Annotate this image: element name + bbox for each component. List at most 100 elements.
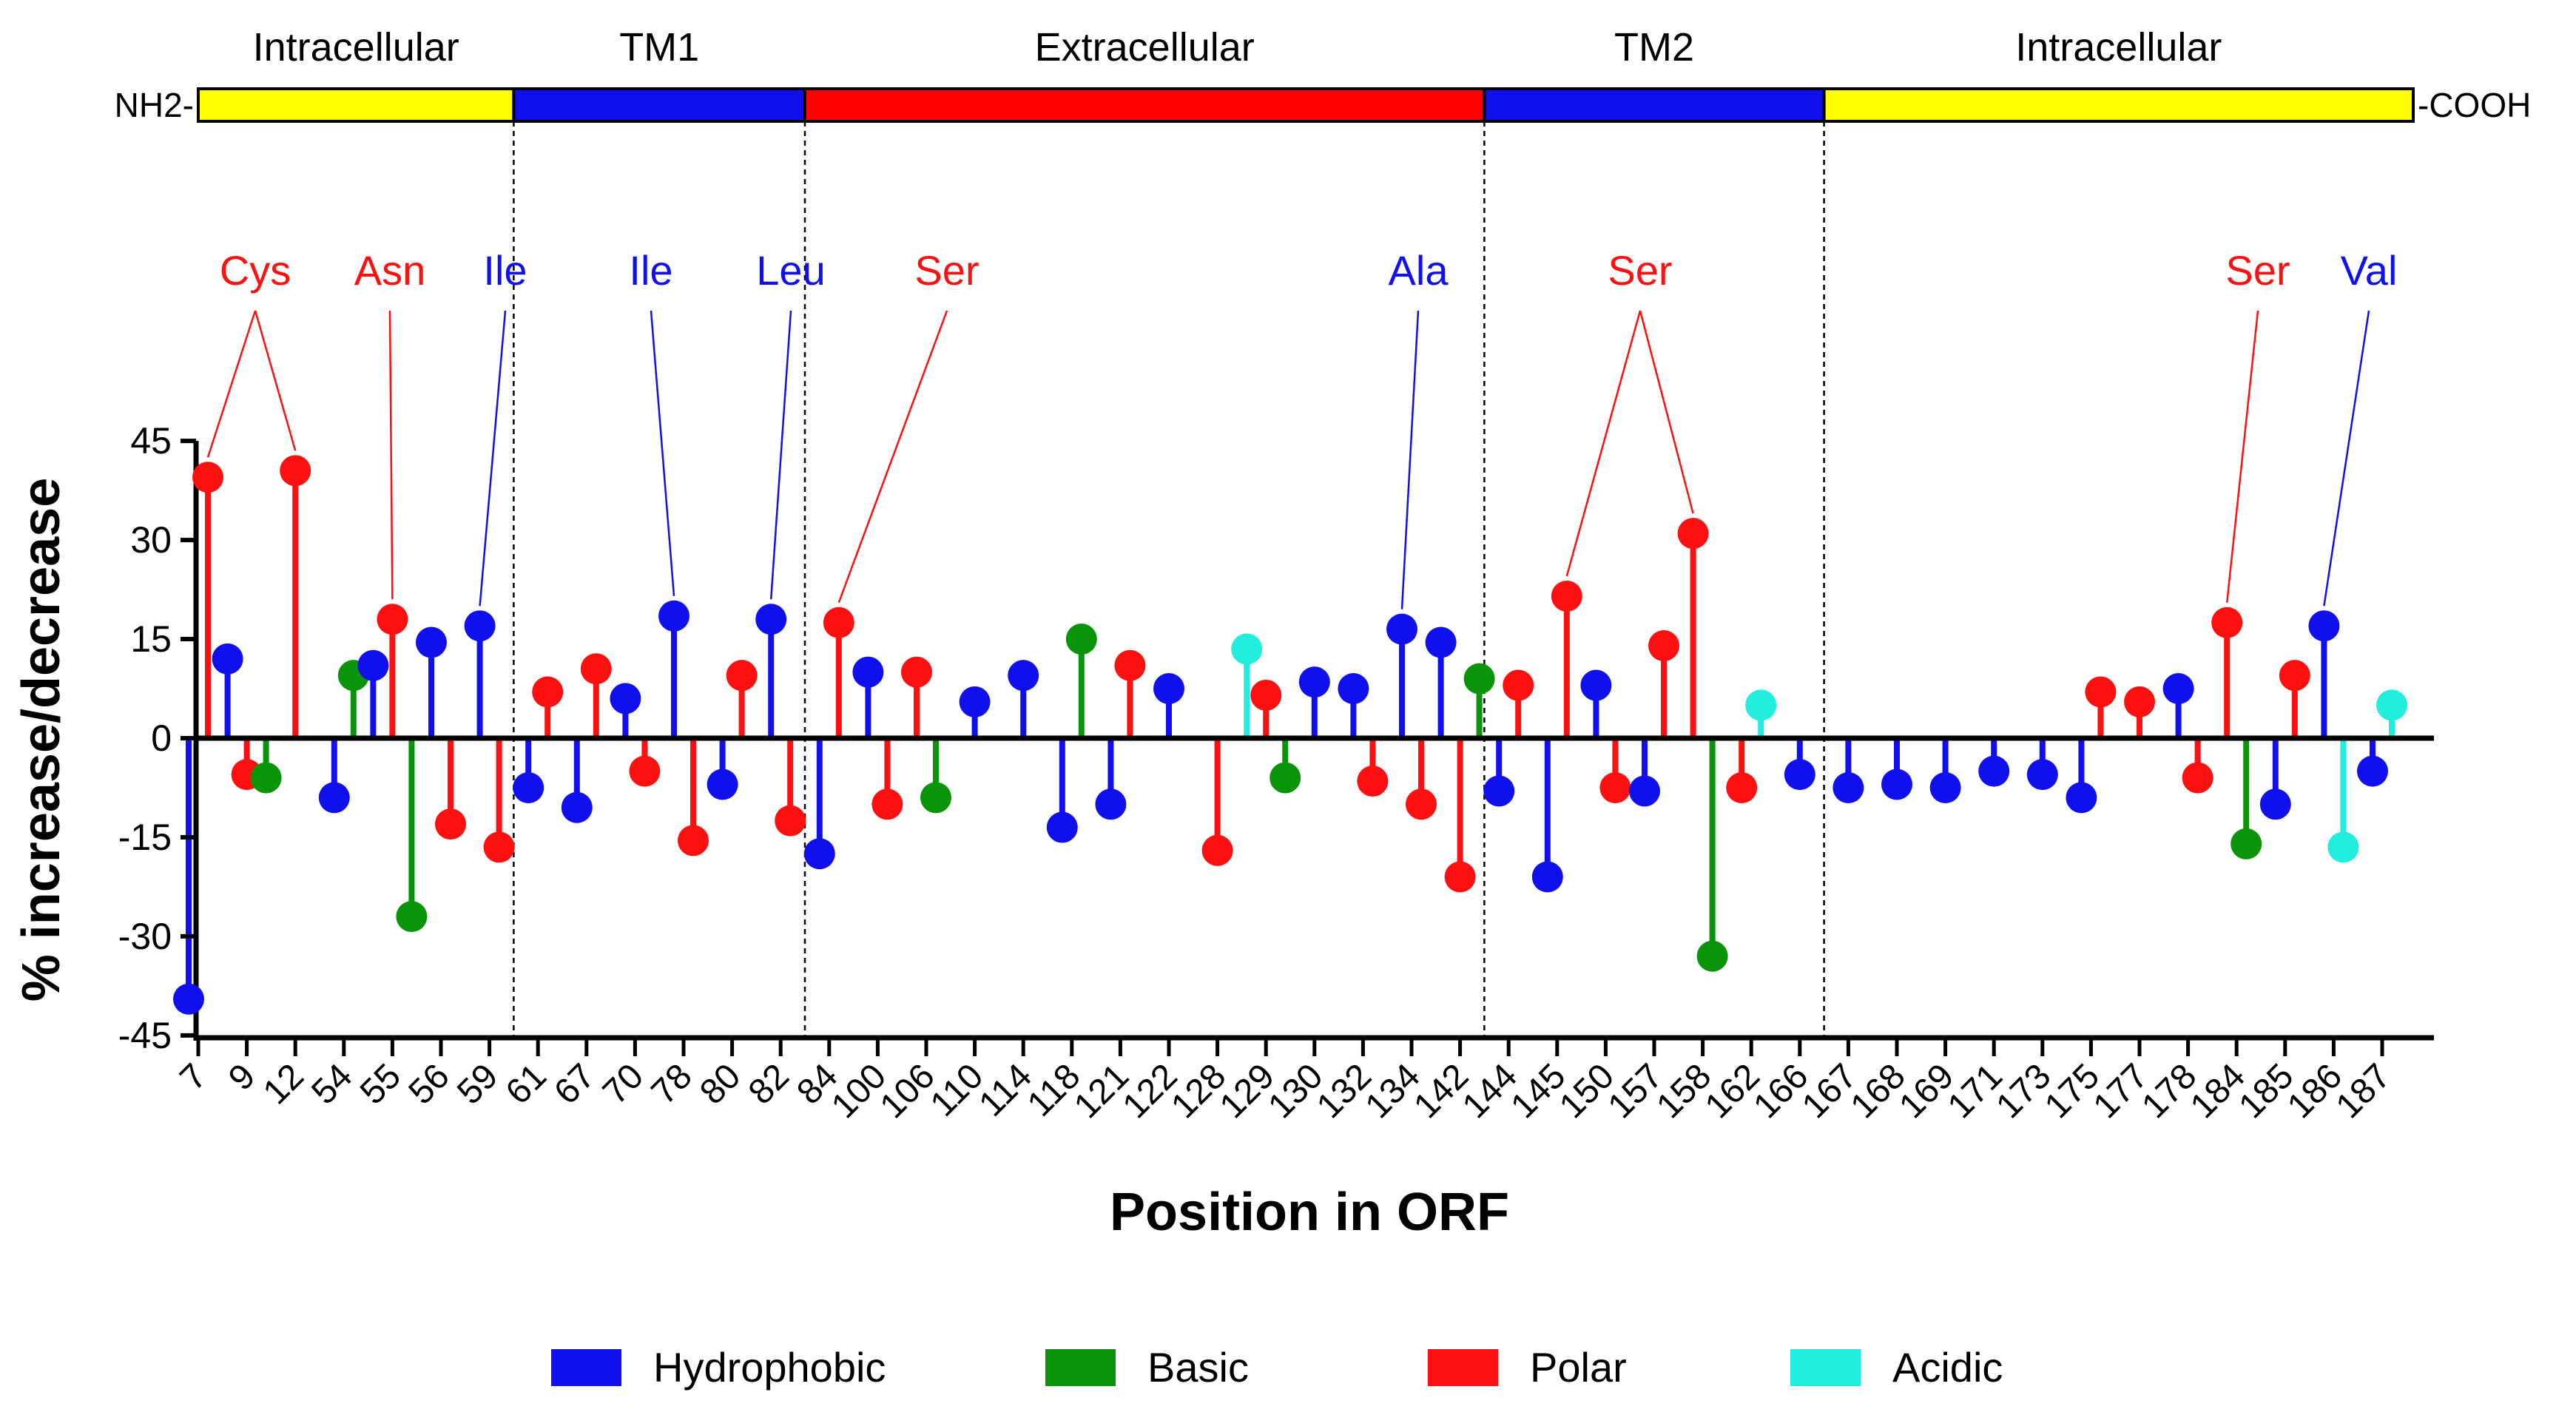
x-tick-label: 70 [596,1056,651,1112]
point-78 [678,825,709,857]
point-142 [1444,861,1476,893]
y-tick-label: -45 [118,1015,172,1056]
point-166 [1784,759,1815,791]
x-tick-label: 7 [172,1056,214,1098]
annotation-leader [1639,310,1694,514]
point-80 [726,660,758,692]
point-70 [629,755,661,787]
domain-bar: Intracellular TM1 Extracellular TM2 Intracel… [115,25,2532,124]
point-144 [1503,669,1534,701]
point-144 [1483,775,1515,807]
point-67 [561,791,593,823]
annotation-label: Ser [2225,247,2290,294]
domain-dividers [513,121,1825,1038]
point-158 [1696,940,1728,972]
legend-label: Acidic [1892,1344,2003,1391]
annotation-leader [2323,310,2370,607]
annotation-leader [479,310,507,607]
point-132 [1338,673,1369,705]
x-tick-label: 59 [450,1056,505,1112]
point-106 [901,656,932,688]
point-118 [1065,624,1097,655]
legend-label: Polar [1530,1344,1627,1391]
domain-segment [1483,87,1826,123]
point-56 [435,808,466,840]
point-184 [2231,828,2262,859]
x-tick-label: 67 [547,1056,602,1112]
n-terminus-label: NH2- [115,86,194,124]
annotation-label: Leu [756,247,825,294]
point-7 [192,462,223,493]
point-100 [871,788,903,820]
point-55 [357,649,389,681]
domain-label: Extracellular [1035,25,1255,70]
domain-label: TM1 [619,25,699,70]
point-177 [2124,686,2155,717]
point-162 [1745,689,1777,721]
point-134 [1386,613,1417,645]
point-59 [464,610,496,642]
point-100 [852,656,884,688]
point-56 [416,626,447,658]
point-186 [2308,610,2340,642]
point-70 [610,683,641,715]
y-axis-title: % increase/decrease [12,478,71,1002]
points [173,455,2407,1015]
y-tick-label: 45 [130,420,172,462]
point-61 [513,771,544,803]
point-129 [1270,762,1301,794]
point-82 [755,604,787,635]
point-145 [1531,861,1563,893]
c-terminus-label: -COOH [2418,86,2531,124]
y-tick-label: -30 [118,916,172,957]
point-55 [396,901,428,933]
point-122 [1153,673,1184,705]
point-145 [1551,581,1582,612]
point-118 [1046,811,1078,843]
point-184 [2211,607,2243,638]
point-114 [1008,660,1039,692]
point-129 [1231,633,1263,665]
annotation-label: Cys [220,247,291,294]
point-128 [1201,834,1233,866]
point-9 [212,643,243,675]
legend: Hydrophobic Basic Polar Acidic [551,1344,2003,1391]
annotation-leader [206,310,257,458]
annotation-leader [769,310,792,600]
domain-segment [1822,87,2415,123]
annotation-leader [837,310,948,604]
x-tick-label: 55 [353,1056,408,1112]
annotation-leader [1565,310,1642,577]
point-187 [2376,689,2407,721]
point-178 [2162,673,2194,705]
point-169 [1929,771,1961,803]
point-134 [1406,788,1437,820]
stems [186,470,2395,999]
x-tick-label: 9 [221,1056,263,1098]
point-162 [1726,771,1758,803]
point-67 [580,653,612,685]
point-142 [1425,626,1457,658]
point-142 [1463,663,1495,695]
annotation-label: Ala [1389,247,1449,294]
point-110 [959,686,991,717]
y-tick-label: 30 [130,519,172,561]
point-158 [1677,518,1709,550]
annotation-leader [1400,310,1420,609]
x-tick-label: 187 [2329,1056,2398,1126]
y-tick-label: 0 [151,717,172,759]
annotation-leader [650,310,675,596]
domain-label: Intracellular [2015,25,2222,70]
annotations: Cys Asn Ile Ile Leu Ser Ala Ser Ser Val [206,247,2397,609]
annotation-label: Asn [354,247,426,294]
annotation-leader [254,310,297,451]
point-178 [2182,762,2213,794]
x-tick-label: 82 [741,1056,797,1112]
axes: % increase/decrease Position in ORF [12,441,2434,1242]
domain-segment [197,87,516,123]
point-171 [1978,755,2010,787]
x-tick-label: 54 [304,1056,360,1112]
legend-swatch [1790,1349,1861,1386]
point-173 [2026,759,2058,791]
